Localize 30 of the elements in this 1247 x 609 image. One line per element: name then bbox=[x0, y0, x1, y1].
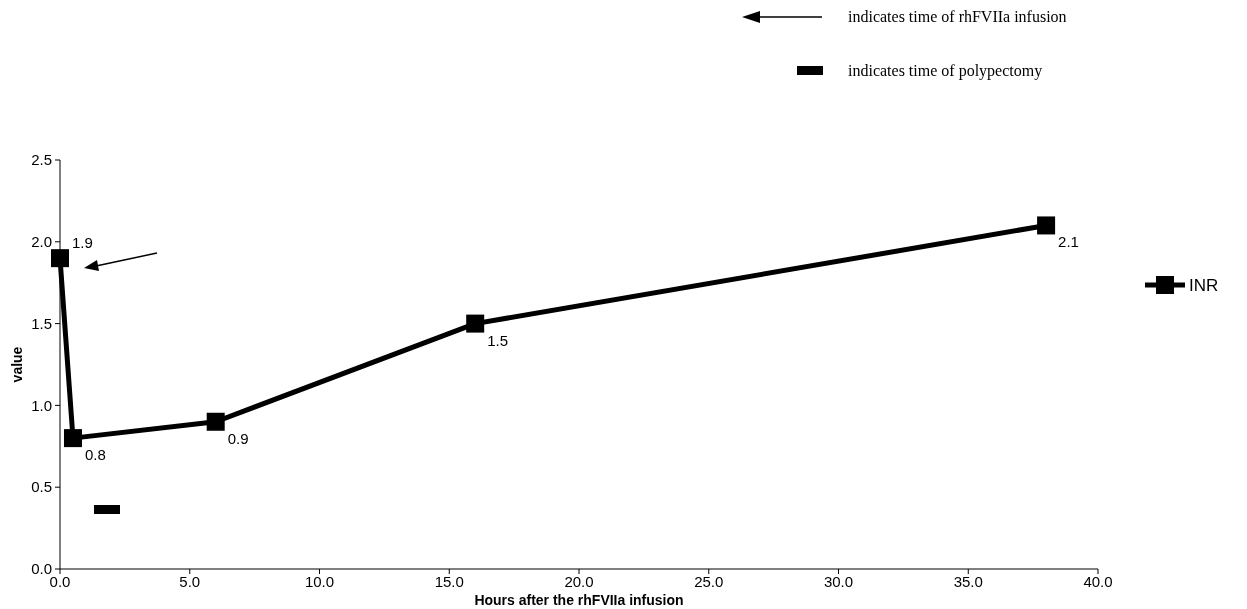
text: indicates time of rhFVIIa infusion bbox=[848, 8, 1067, 25]
text: indicates time of polypectomy bbox=[848, 62, 1043, 80]
point bbox=[1037, 216, 1056, 235]
x-tick-label: 40.0 bbox=[1083, 573, 1113, 590]
point bbox=[206, 412, 225, 431]
y-tick-label: 0.0 bbox=[31, 560, 52, 578]
point bbox=[466, 314, 485, 333]
data-label: 0.9 bbox=[227, 429, 249, 447]
y-tick-label: 2.0 bbox=[31, 233, 52, 251]
y-tick-label: 0.5 bbox=[31, 478, 52, 496]
data-label: 1.5 bbox=[487, 331, 509, 349]
x-tick-label: 15.0 bbox=[434, 573, 464, 590]
x-axis-title: Hours after the rhFVIIa infusion bbox=[474, 592, 684, 608]
data-label: 0.8 bbox=[84, 446, 106, 464]
data-label: 2.1 bbox=[1058, 233, 1079, 251]
legend-label: INR bbox=[1189, 275, 1219, 295]
point bbox=[63, 429, 82, 448]
x-tick-label: 35.0 bbox=[953, 573, 983, 590]
y-tick-label: 2.5 bbox=[31, 151, 52, 169]
y-tick-label: 1.5 bbox=[31, 314, 52, 332]
y-axis-title: value bbox=[9, 346, 25, 383]
x-tick-label: 0.0 bbox=[49, 573, 71, 590]
x-tick-label: 5.0 bbox=[179, 573, 201, 590]
x-tick-label: 10.0 bbox=[304, 573, 335, 590]
point bbox=[51, 249, 69, 268]
data-label: 1.9 bbox=[72, 234, 93, 252]
x-tick-label: 30.0 bbox=[823, 573, 854, 590]
x-tick-label: 25.0 bbox=[694, 573, 724, 590]
y-tick-label: 1.0 bbox=[31, 396, 52, 414]
x-tick-label: 20.0 bbox=[564, 573, 594, 590]
